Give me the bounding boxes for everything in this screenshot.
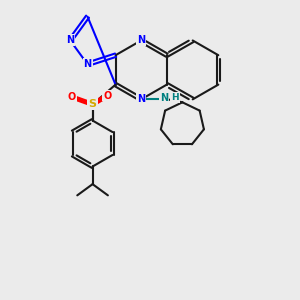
Text: N: N bbox=[66, 35, 74, 46]
Text: N: N bbox=[83, 59, 92, 69]
Text: N: N bbox=[160, 93, 168, 103]
Text: S: S bbox=[88, 99, 97, 110]
Text: N: N bbox=[137, 94, 145, 104]
Text: O: O bbox=[103, 91, 111, 100]
Text: H: H bbox=[171, 93, 179, 102]
Text: O: O bbox=[68, 92, 76, 102]
Text: N: N bbox=[137, 35, 145, 46]
